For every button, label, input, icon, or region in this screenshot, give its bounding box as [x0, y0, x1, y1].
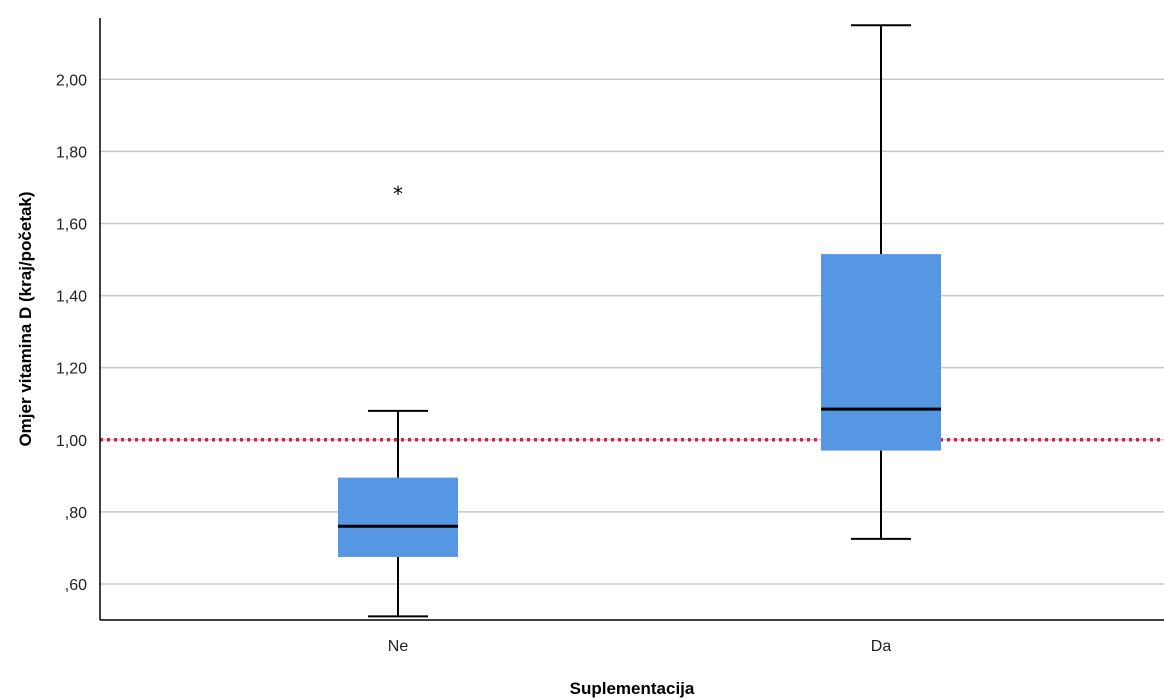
grid-lines — [100, 78, 1164, 585]
y-tick-label-6: 1,80 — [56, 144, 87, 161]
x-tick-label-ne: Ne — [388, 638, 409, 655]
box-da — [821, 254, 941, 451]
x-tick-label-da: Da — [871, 638, 892, 655]
y-axis-title: Omjer vitamina D (kraj/početak) — [16, 191, 35, 446]
y-tick-labels: ,60 ,80 1,00 1,20 1,40 1,60 1,80 2,00 — [56, 72, 87, 594]
x-tick-labels: Ne Da — [388, 638, 892, 655]
boxes-group: * — [338, 24, 941, 618]
axes-group — [99, 18, 1164, 621]
y-tick-label-5: 1,60 — [56, 216, 87, 233]
y-tick-label-4: 1,40 — [56, 289, 87, 306]
y-tick-label-2: 1,00 — [56, 433, 87, 450]
x-axis-title: Suplementacija — [570, 679, 695, 698]
box-group-ne: * — [338, 182, 458, 618]
y-tick-label-0: ,60 — [65, 577, 87, 594]
y-tick-label-3: 1,20 — [56, 361, 87, 378]
y-tick-label-7: 2,00 — [56, 72, 87, 89]
y-tick-label-1: ,80 — [65, 505, 87, 522]
box-group-da — [821, 24, 941, 540]
outlier-marker-ne-0: * — [393, 182, 403, 206]
box-ne — [338, 477, 458, 557]
